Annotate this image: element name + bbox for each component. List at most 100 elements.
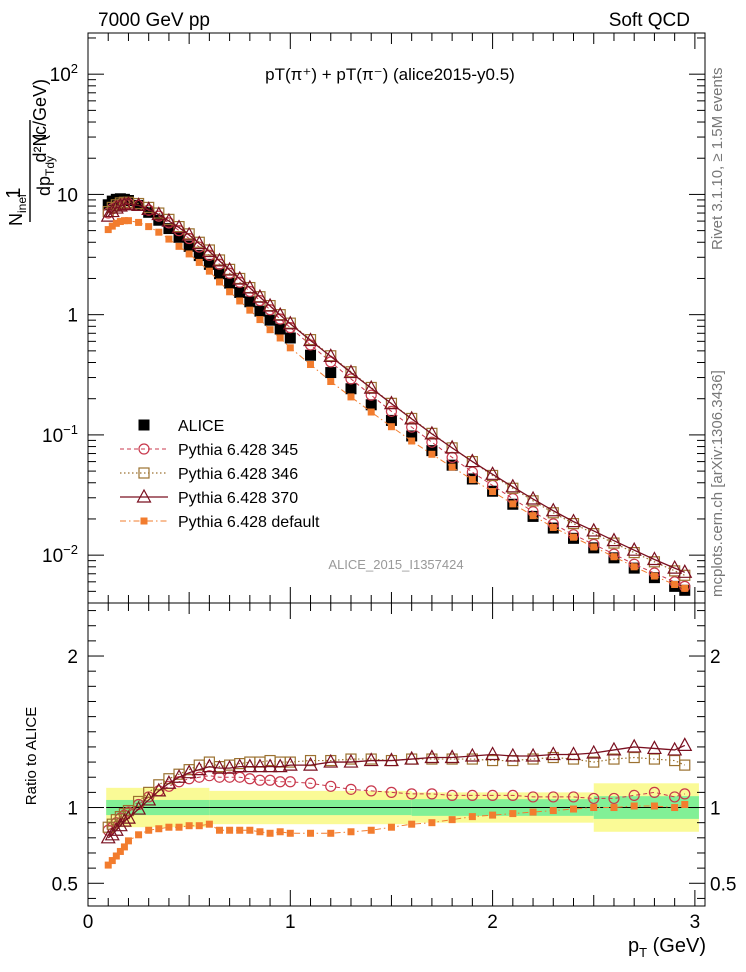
ratio-point	[507, 789, 519, 802]
ratio-point	[108, 857, 116, 865]
data-point	[428, 450, 436, 458]
legend-marker	[138, 467, 150, 479]
data-point	[181, 226, 197, 241]
ratio-point	[185, 822, 193, 830]
data-point	[303, 332, 319, 347]
data-point	[264, 314, 276, 326]
ratio-point	[466, 789, 478, 802]
ratio-point	[171, 768, 187, 783]
ratio-y-tick-label-right: 1	[710, 799, 721, 820]
ratio-point	[383, 752, 399, 767]
ratio-y-axis-label: Ratio to ALICE	[23, 707, 40, 805]
ratio-point	[681, 800, 689, 808]
ratio-point	[588, 792, 600, 805]
data-point	[566, 513, 582, 528]
ratio-point	[486, 754, 499, 767]
data-point	[175, 242, 183, 250]
ylabel-unit: (c/GeV)	[30, 79, 50, 141]
ratio-point	[244, 773, 256, 785]
data-point	[671, 581, 679, 589]
data-point	[646, 551, 662, 566]
data-point	[347, 393, 355, 401]
ratio-y-tick-label-right: 0.5	[710, 874, 736, 895]
data-point	[272, 306, 288, 321]
data-point	[630, 563, 638, 571]
ratio-point	[195, 822, 203, 830]
ratio-point	[650, 802, 658, 810]
data-point	[161, 212, 177, 227]
ratio-point	[102, 821, 114, 833]
ratio-point	[626, 738, 642, 753]
legend-entry: Pythia 6.428 default	[178, 514, 320, 531]
ratio-point	[345, 783, 357, 795]
data-point	[173, 231, 185, 243]
ratio-point	[135, 831, 143, 839]
ratio-point	[286, 829, 294, 837]
ratio-point	[570, 805, 578, 813]
ratio-plot-frame	[87, 602, 706, 907]
ratio-point	[464, 747, 480, 762]
ratio-point	[325, 780, 337, 792]
data-point	[529, 512, 537, 520]
ratio-point	[448, 816, 456, 824]
ratio-line	[107, 804, 685, 866]
ratio-line	[107, 775, 685, 831]
ratio-point	[406, 788, 418, 800]
data-point	[131, 197, 147, 212]
data-point	[570, 533, 578, 541]
data-point	[345, 383, 357, 395]
ratio-point	[424, 749, 440, 764]
ratio-point	[365, 785, 377, 797]
data-point	[222, 261, 238, 276]
legend-marker	[136, 488, 152, 503]
main-y-axis-label: 1 Ninel dpTdy d²N (c/GeV)	[3, 79, 57, 226]
ratio-point	[104, 861, 112, 869]
ylabel-den-a: Ninel	[6, 194, 29, 226]
ratio-point	[509, 810, 517, 818]
legend-marker	[140, 517, 148, 525]
legend-marker	[138, 443, 150, 455]
y-tick-label: 10−1	[42, 422, 78, 447]
data-point	[120, 217, 128, 225]
ratio-point	[549, 807, 557, 815]
ratio-point	[104, 826, 120, 841]
ratio-point	[606, 741, 622, 756]
legend: ALICE Pythia 6.428 345 Pythia 6.428 346 Pyt…	[120, 418, 320, 531]
x-tick-label: 3	[690, 912, 701, 933]
header-right: Soft QCD	[609, 10, 690, 31]
ratio-point	[155, 825, 163, 833]
data-point	[681, 584, 689, 592]
ratio-point	[205, 820, 213, 828]
data-point	[252, 288, 268, 303]
ratio-point	[252, 758, 268, 773]
ratio-point	[323, 753, 339, 768]
data-point	[151, 206, 167, 221]
data-point	[108, 222, 116, 230]
data-point	[112, 219, 120, 227]
data-point	[385, 414, 397, 426]
data-point	[100, 207, 116, 222]
ylabel-den-b: dpTdy	[34, 156, 57, 196]
ratio-point	[367, 826, 375, 834]
ratio-point	[671, 804, 679, 812]
ratio-point	[648, 786, 661, 798]
ratio-point	[222, 759, 238, 774]
ratio-point	[677, 737, 693, 752]
y-tick-label: 1	[67, 306, 78, 327]
ratio-point	[566, 746, 582, 761]
data-point	[183, 240, 195, 252]
data-point	[254, 305, 266, 317]
plot-title: pT(π⁺) + pT(π⁻) (alice2015-y0.5)	[265, 65, 515, 84]
ratio-point	[667, 741, 683, 756]
data-point	[286, 344, 294, 352]
data-point	[327, 378, 335, 386]
ratio-point	[628, 751, 640, 764]
legend-entry: Pythia 6.428 346	[178, 466, 298, 483]
data-point	[426, 445, 438, 457]
series-pythia-6-428-345	[102, 197, 691, 592]
data-point	[367, 408, 375, 416]
ratio-point	[489, 811, 497, 819]
x-axis-label: pT (GeV)	[628, 935, 706, 960]
data-point	[677, 564, 693, 578]
ratio-point	[327, 829, 335, 837]
